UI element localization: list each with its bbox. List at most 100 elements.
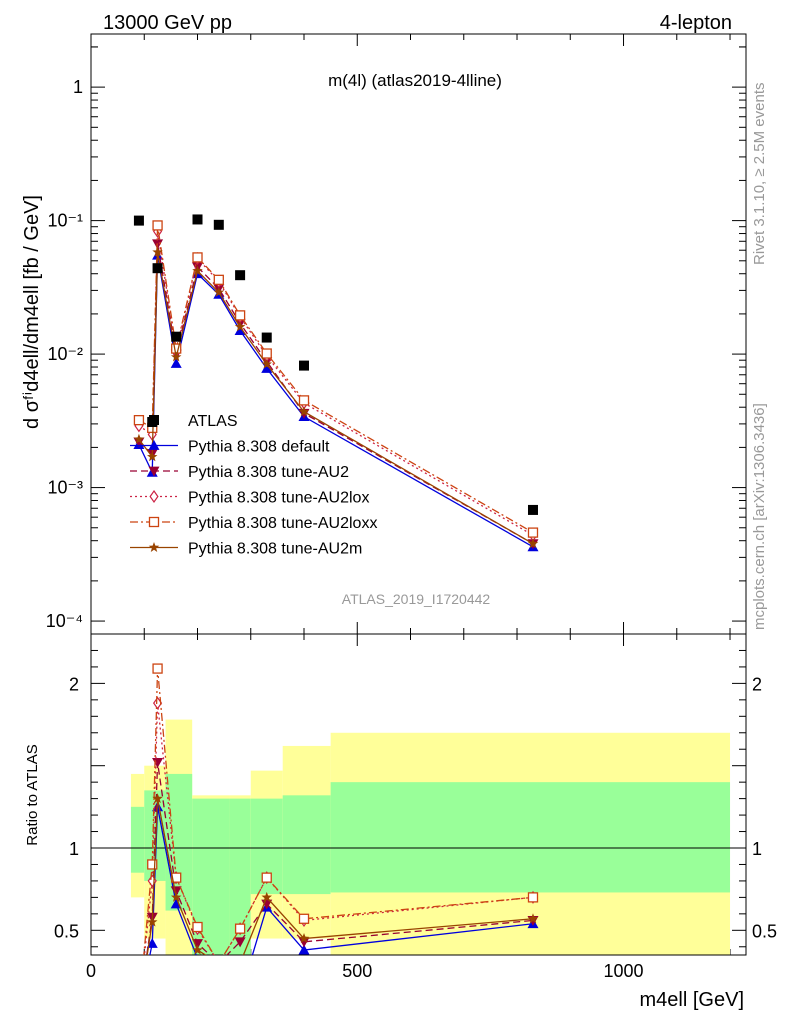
y-tick-label: 10⁻³	[47, 478, 83, 498]
series-3-ratio-point	[192, 921, 203, 933]
stat-uncertainty-band	[330, 782, 731, 893]
series-4-ratio-point	[170, 891, 182, 902]
atlas-data-point	[299, 360, 310, 371]
legend-marker	[148, 440, 160, 450]
ratio-frame	[90, 633, 747, 956]
atlas-data-point	[261, 332, 272, 343]
series-0-ratio-point	[146, 937, 158, 948]
atlas-data-point	[133, 215, 144, 226]
y-axis-label-main: d σᶠⁱd4ell/dm4ell [fb / GeV]	[21, 195, 43, 429]
legend: ATLAS Pythia 8.308 default Pythia 8.308 tu…	[130, 413, 377, 558]
stat-uncertainty-band	[282, 795, 331, 895]
series-3-ratio-point	[147, 859, 158, 870]
legend-label: Pythia 8.308 tune-AU2	[188, 464, 349, 481]
series-1-ratio-point	[170, 886, 182, 897]
legend-label: Pythia 8.308 tune-AU2loxx	[188, 515, 377, 532]
series-3-line	[138, 225, 534, 534]
series-4-point	[152, 246, 163, 257]
rivet-label: Rivet 3.1.10, ≥ 2.5M events	[751, 83, 768, 266]
legend-marker	[148, 516, 160, 528]
series-4-point	[192, 265, 203, 276]
series-0-ratio-point	[298, 944, 310, 955]
x-tick-label: 0	[86, 961, 96, 981]
legend-label: Pythia 8.308 tune-AU2m	[188, 541, 362, 558]
series-4-ratio-point	[261, 891, 272, 902]
series-0-point	[234, 325, 246, 335]
series-3-ratio-point	[234, 923, 246, 934]
series-1-ratio-point	[298, 937, 310, 948]
series-1-ratio-line	[146, 762, 534, 955]
atlas-data-point	[152, 263, 163, 274]
legend-label: Pythia 8.308 tune-AU2lox	[188, 490, 369, 507]
series-2-line	[138, 231, 534, 536]
series-1-ratio-point	[234, 937, 246, 948]
series-4-ratio-point	[192, 944, 203, 955]
series-3-point	[133, 414, 145, 426]
series-4-point	[298, 406, 310, 417]
series-3-ratio-point	[171, 872, 182, 883]
x-tick-label: 1000	[603, 961, 643, 981]
series-0-point	[261, 362, 273, 373]
series-3-point	[298, 395, 310, 406]
series-1-point	[133, 437, 145, 448]
ratio-series-layer	[143, 663, 539, 955]
atlas-data-point	[527, 504, 538, 515]
series-4-ratio-point	[527, 913, 539, 924]
atlas-data-point	[235, 270, 246, 281]
legend-marker	[148, 542, 160, 552]
series-4-line	[138, 252, 534, 545]
y-tick-label: 10⁻²	[47, 344, 83, 364]
series-3-point	[213, 274, 224, 285]
main-series-layer	[133, 214, 539, 552]
series-3-ratio-point	[152, 663, 163, 674]
stat-uncertainty-band	[130, 806, 145, 873]
series-3-point	[261, 348, 272, 359]
series-4-point	[170, 351, 182, 362]
ratio-panel: 0 500 1000 0.5 0.5 1 1 2 2	[54, 633, 777, 981]
series-3-point	[234, 310, 246, 321]
series-3-ratio-point	[298, 913, 310, 924]
y-axis-label-ratio: Ratio to ATLAS	[24, 744, 41, 845]
y-tick-label: 10⁻⁴	[46, 611, 83, 631]
header-left: 13000 GeV pp	[103, 12, 232, 34]
ratio-y-tick-label: 0.5	[752, 921, 777, 941]
uncertainty-bands	[130, 719, 731, 955]
series-3-point	[152, 220, 163, 231]
x-tick-label: 500	[342, 961, 372, 981]
series-3-ratio-line	[143, 668, 534, 955]
series-1-ratio-point	[261, 899, 273, 910]
series-4-point	[527, 538, 539, 549]
main-panel: 10⁻⁴ 10⁻³ 10⁻² 10⁻¹ 1	[46, 33, 747, 955]
series-4-point	[133, 433, 145, 444]
legend-label: ATLAS	[188, 413, 238, 430]
ratio-y-tick-label: 2	[69, 674, 79, 694]
y-tick-label: 10⁻¹	[47, 211, 83, 231]
atlas-data-point	[213, 219, 224, 230]
series-3-point	[527, 527, 539, 538]
x-axis-label: m4ell [GeV]	[640, 989, 744, 1011]
ratio-y-tick-label: 2	[752, 674, 762, 694]
legend-marker	[149, 415, 159, 425]
ratio-y-tick-label: 1	[69, 839, 79, 859]
plot-title: m(4l) (atlas2019-4lline)	[328, 71, 502, 90]
atlas-data-point	[192, 214, 203, 225]
series-4-ratio-line	[146, 798, 534, 955]
series-3-ratio-point	[527, 892, 539, 903]
series-3-point	[192, 252, 203, 263]
series-4-ratio-point	[298, 933, 310, 943]
series-4-ratio-point	[147, 916, 158, 927]
analysis-id: ATLAS_2019_I1720442	[342, 591, 491, 607]
series-4-ratio-point	[152, 793, 163, 804]
stat-uncertainty-band	[229, 798, 251, 955]
series-4-point	[234, 321, 246, 332]
ratio-y-tick-label: 0.5	[54, 921, 79, 941]
ratio-y-tick-label: 1	[752, 839, 762, 859]
header-right: 4-lepton	[660, 12, 732, 34]
series-3-ratio-point	[261, 872, 272, 883]
series-4-point	[261, 358, 272, 369]
series-4-point	[147, 451, 158, 462]
y-tick-label: 1	[73, 77, 83, 97]
legend-label: Pythia 8.308 default	[188, 439, 330, 456]
series-0-point	[170, 358, 182, 368]
